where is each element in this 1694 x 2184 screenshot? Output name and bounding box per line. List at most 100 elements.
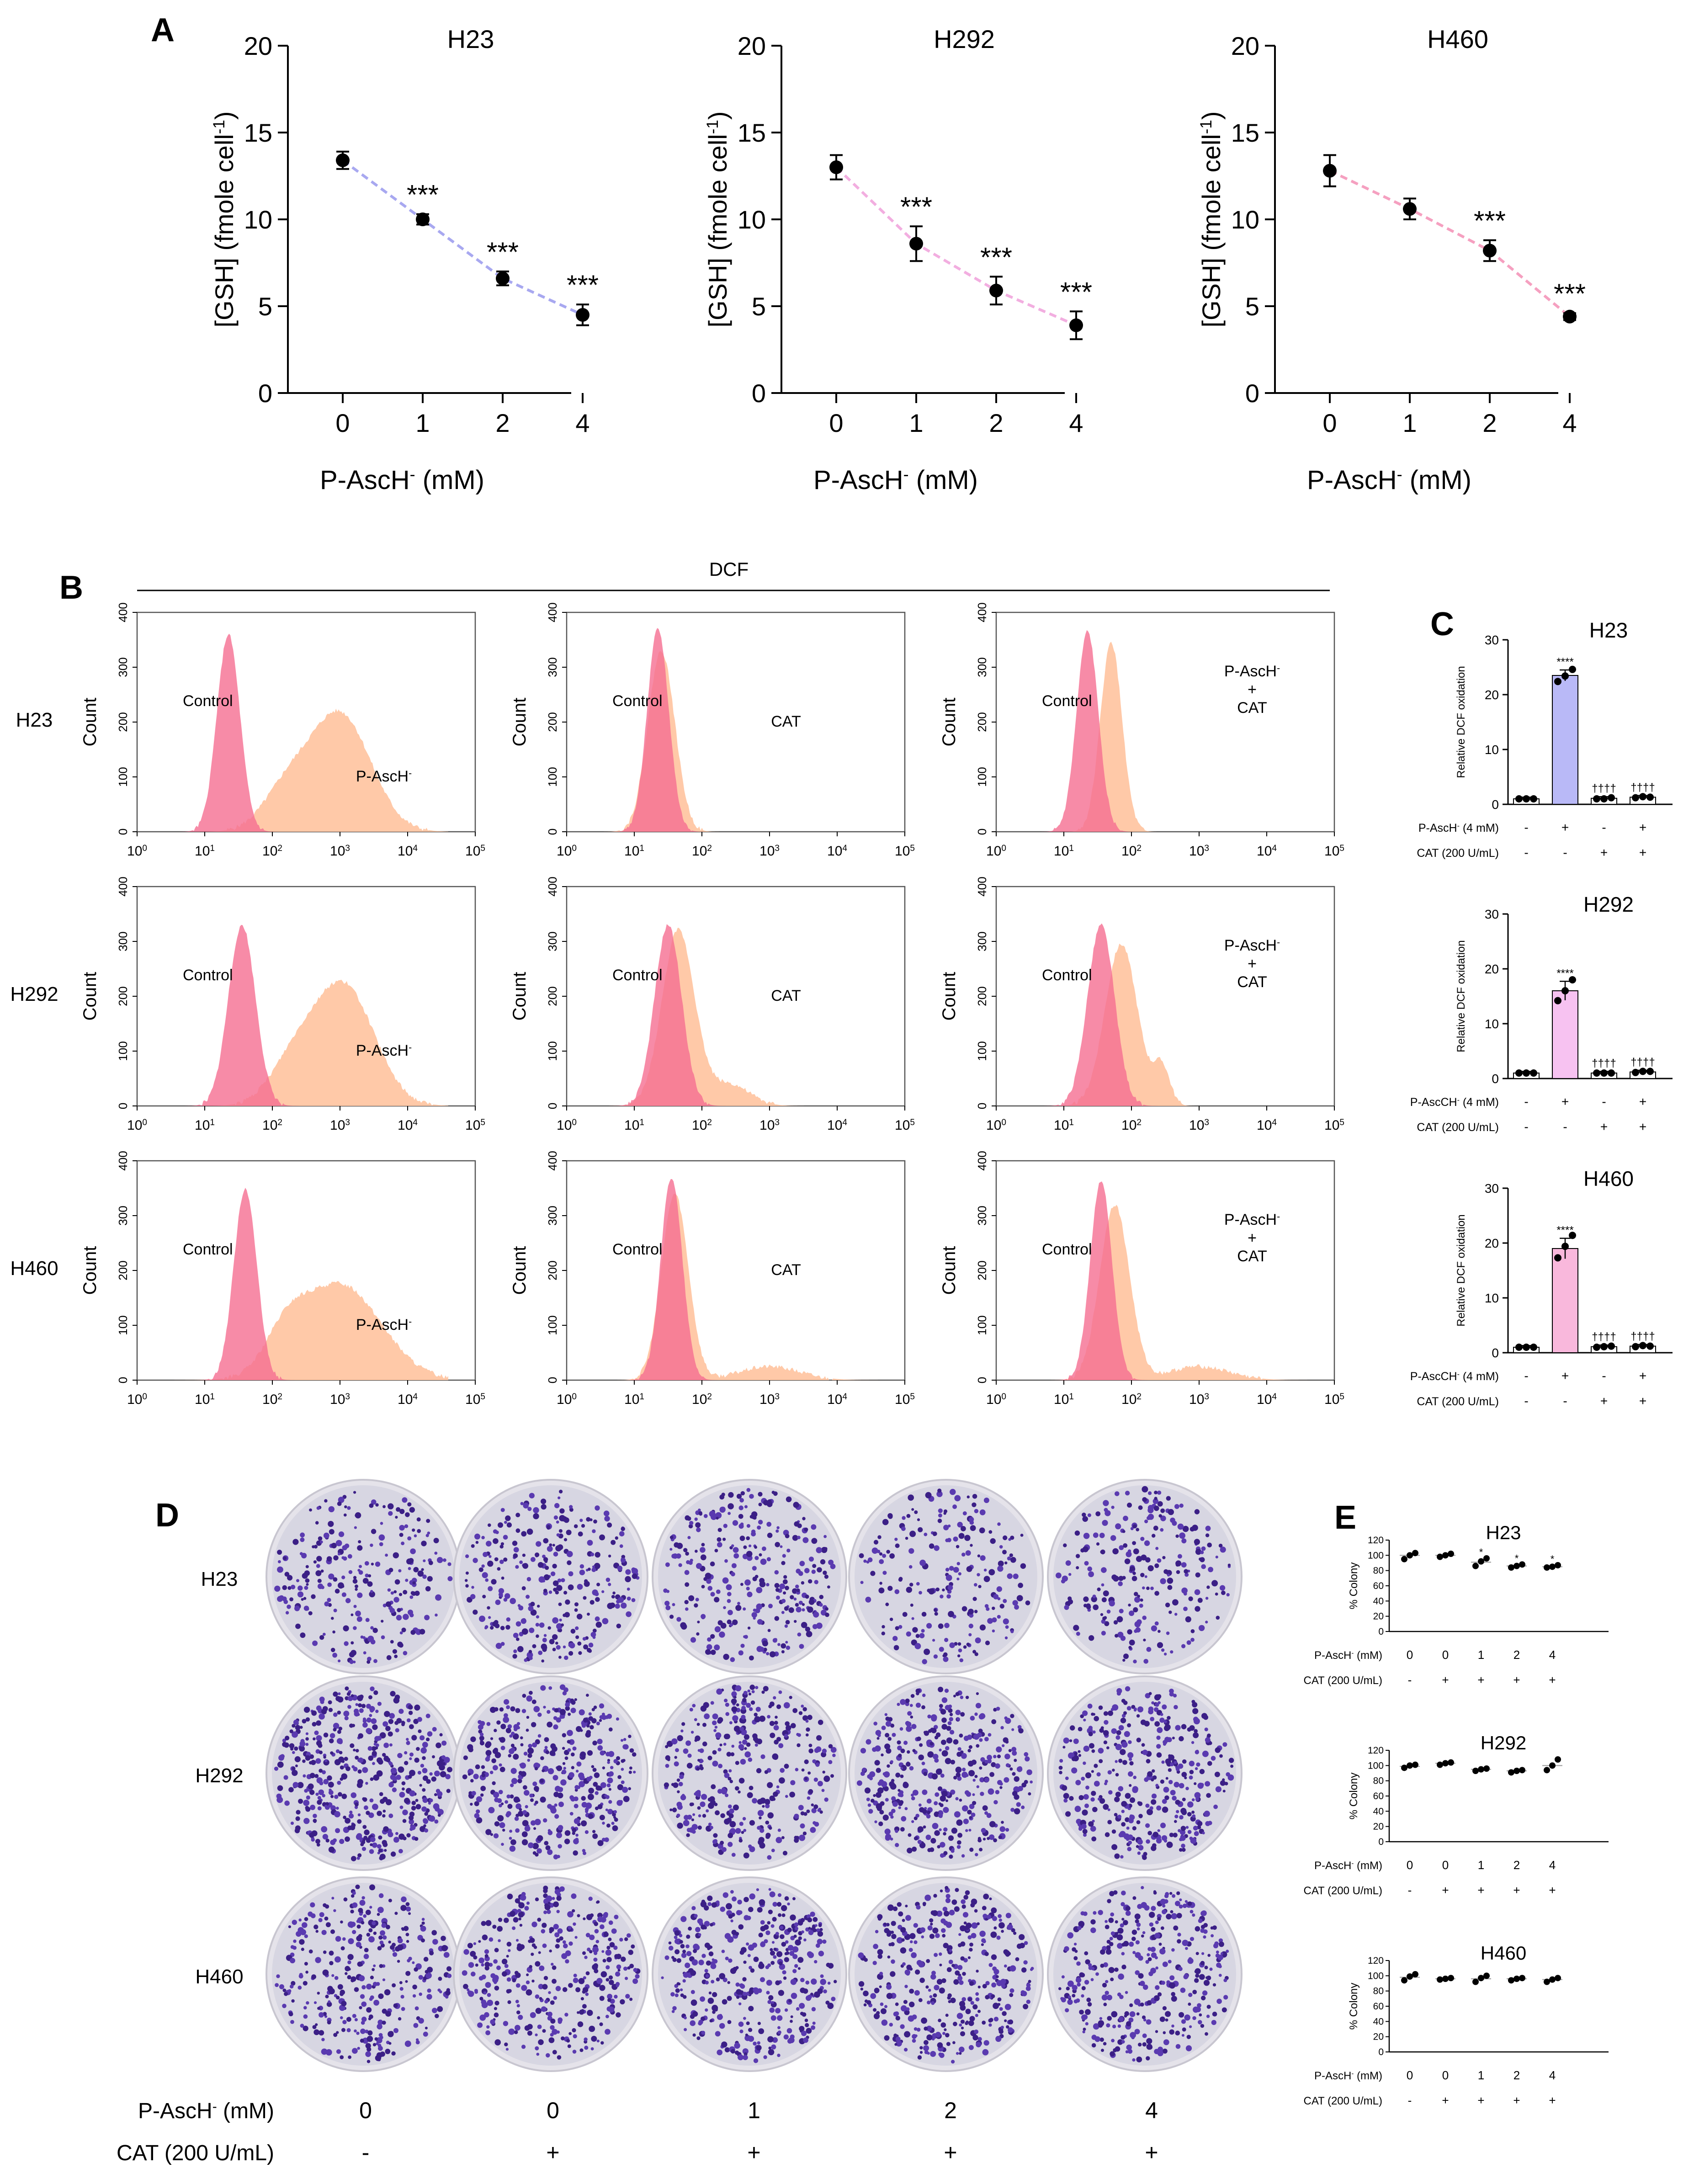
colony	[724, 2047, 730, 2052]
colony	[528, 1939, 532, 1943]
control-histogram	[580, 628, 878, 832]
colony	[1002, 1744, 1005, 1748]
colony	[792, 1708, 798, 1713]
replicate-point	[1600, 1343, 1608, 1350]
colony	[556, 1645, 561, 1650]
colony	[977, 1554, 981, 1557]
colony	[509, 1837, 512, 1840]
colony	[595, 1552, 600, 1558]
data-point	[909, 237, 923, 251]
colony	[796, 1732, 800, 1736]
colony	[361, 1704, 366, 1708]
colony	[1147, 1516, 1151, 1520]
colony	[1026, 1769, 1032, 1775]
colony	[1136, 1528, 1139, 1531]
colony	[528, 1743, 532, 1748]
x-tick-label-main: 10	[1054, 1392, 1069, 1407]
colony	[1062, 1746, 1066, 1749]
colony	[572, 2028, 576, 2033]
colony	[1215, 1556, 1218, 1559]
colony	[370, 1686, 375, 1691]
colony	[675, 1988, 680, 1993]
colony	[560, 1779, 567, 1786]
x-axis-label-sup: -	[410, 465, 415, 484]
colony	[340, 1765, 344, 1770]
colony	[350, 1743, 355, 1748]
colony	[358, 1908, 363, 1913]
colony	[744, 1505, 748, 1509]
colony	[948, 1835, 954, 1841]
colony	[983, 1498, 989, 1503]
x-tick-label-sup: 3	[1204, 1118, 1209, 1127]
colony	[798, 1805, 804, 1811]
colony	[393, 1552, 399, 1558]
colony	[722, 1999, 728, 2005]
colony	[968, 1609, 974, 1615]
colony	[1063, 1798, 1068, 1803]
colony	[692, 1813, 696, 1816]
colony	[542, 1943, 547, 1948]
colony	[706, 1809, 709, 1812]
colony	[1059, 1770, 1062, 1775]
colony	[575, 1987, 581, 1993]
colony	[540, 1685, 546, 1691]
treated-label-sup: -	[1277, 663, 1280, 674]
colony	[389, 1762, 393, 1766]
colony	[305, 1578, 310, 1583]
colony	[291, 1981, 296, 1986]
colony	[740, 1759, 746, 1765]
colony	[597, 2016, 600, 2019]
colony	[502, 1828, 505, 1832]
x-tick-label: 4	[1562, 409, 1577, 437]
colony	[1078, 1795, 1084, 1801]
colony	[664, 1600, 670, 1606]
colony	[1193, 1826, 1198, 1831]
colony	[972, 1801, 977, 1805]
replicate-point	[1593, 795, 1600, 802]
colony	[828, 1559, 834, 1565]
colony	[1142, 1855, 1147, 1860]
colony	[1168, 1509, 1174, 1515]
colony	[306, 1795, 310, 1800]
x-tick-label-sup: 0	[1001, 1118, 1006, 1127]
colony	[437, 1813, 441, 1817]
colony	[533, 1706, 540, 1712]
colony	[703, 1514, 708, 1518]
colony	[1172, 1520, 1177, 1526]
colony	[606, 1945, 611, 1950]
colony	[544, 1999, 548, 2003]
colony	[544, 1746, 548, 1749]
colony	[573, 1977, 579, 1983]
colony	[1120, 1717, 1126, 1723]
colony	[576, 1614, 583, 1620]
colony	[1145, 1557, 1151, 1563]
treated-label: P-AscH-	[1224, 1211, 1280, 1228]
colony	[331, 1542, 337, 1549]
colony	[1203, 1715, 1209, 1720]
colony	[396, 1507, 401, 1512]
colony	[943, 1512, 946, 1515]
x-tick-label-sup: 5	[1339, 844, 1344, 853]
colony	[579, 1564, 584, 1569]
colony	[716, 1688, 722, 1695]
colony	[556, 1938, 561, 1943]
colony	[415, 1804, 421, 1810]
colony	[398, 1709, 404, 1714]
colony	[300, 1632, 306, 1638]
colony	[340, 2055, 344, 2059]
colony	[1082, 1809, 1088, 1816]
colony	[328, 1700, 332, 1705]
x-tick-label-main: 10	[1257, 1118, 1272, 1133]
colony	[284, 1800, 290, 1806]
x-tick-label-sup: 2	[1136, 844, 1142, 853]
colony	[412, 1528, 415, 1532]
colony	[873, 1794, 876, 1797]
colony	[329, 1733, 335, 1738]
colony	[1151, 1778, 1154, 1782]
colony	[1143, 1659, 1148, 1664]
x-tick-label-main: 10	[692, 1118, 707, 1133]
colony	[1152, 1769, 1155, 1773]
x-tick-label: 103	[759, 1392, 780, 1408]
colony	[444, 1757, 450, 1763]
